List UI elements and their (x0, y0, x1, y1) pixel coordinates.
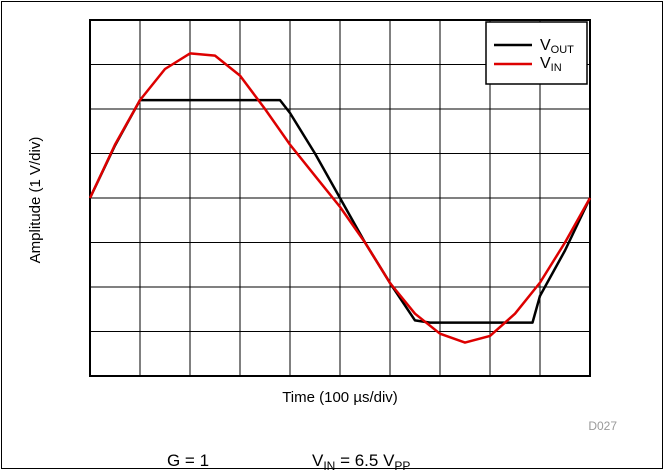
legend-box (485, 21, 588, 85)
legend: VOUT VIN (485, 21, 588, 85)
x-axis-label: Time (100 µs/div) (282, 389, 398, 406)
series-line-vin (88, 52, 592, 344)
figure-id: D027 (588, 419, 617, 433)
y-axis-label: Amplitude (1 V/div) (27, 137, 44, 264)
series-line-vout (88, 98, 592, 324)
legend-label-vin: VIN (540, 55, 562, 74)
gain-condition: G = 1 (167, 451, 209, 470)
vin-condition: VIN = 6.5 VPP (312, 451, 410, 472)
series-layer (88, 52, 592, 344)
legend-label-vout: VOUT (540, 37, 574, 56)
